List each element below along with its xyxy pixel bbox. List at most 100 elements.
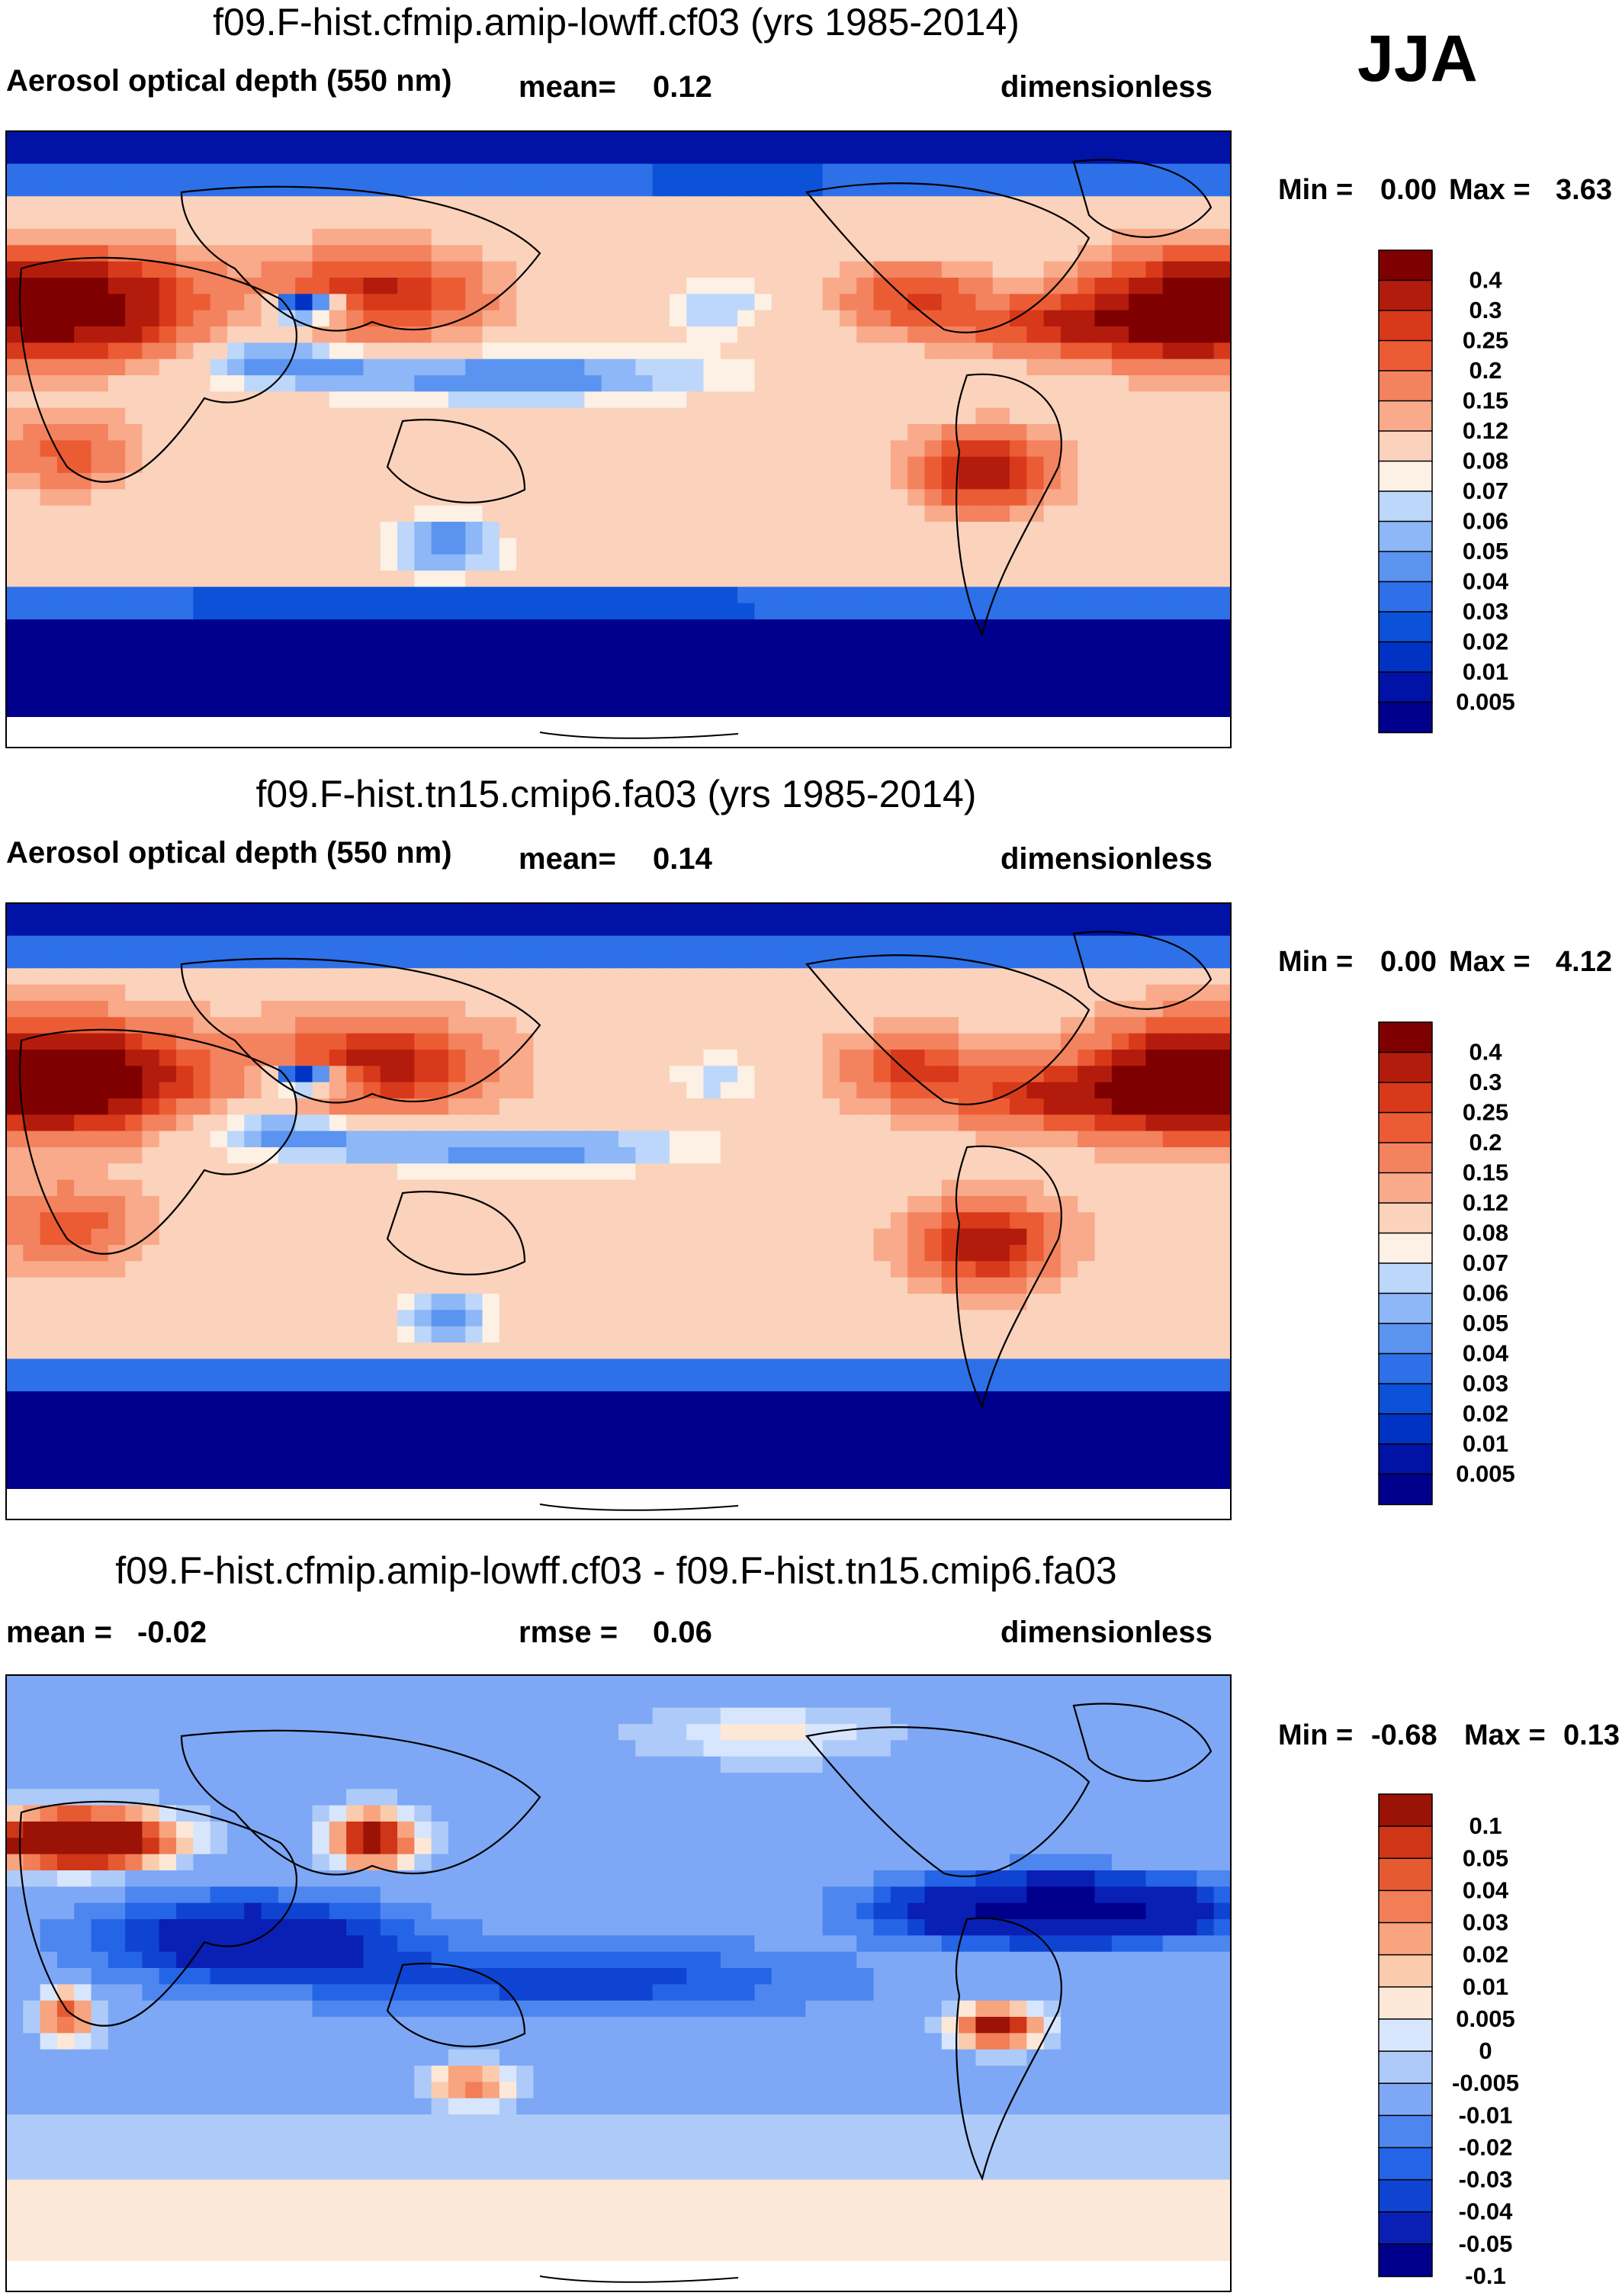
map-cell <box>890 619 908 636</box>
map-cell <box>226 1098 245 1115</box>
map-cell <box>789 587 806 604</box>
map-cell <box>1043 1375 1062 1392</box>
map-cell <box>278 1066 296 1083</box>
map-cell <box>312 554 330 571</box>
map-cell <box>789 1114 806 1132</box>
map-cell <box>873 587 891 604</box>
map-cell <box>40 1359 58 1376</box>
map-cell <box>737 375 756 392</box>
map-cell <box>414 587 432 604</box>
map-cell <box>686 587 705 604</box>
map-cell <box>533 587 551 604</box>
map-cell <box>329 407 347 425</box>
map-cell <box>720 1179 738 1197</box>
map-cell <box>40 1245 58 1262</box>
map-cell <box>907 1130 926 1148</box>
map-cell <box>856 473 875 490</box>
map-cell <box>176 375 194 392</box>
map-cell <box>40 668 58 685</box>
map-cell <box>1094 619 1113 636</box>
map-cell <box>516 1147 535 1164</box>
map-cell <box>771 919 789 937</box>
map-cell <box>601 1179 619 1197</box>
map-cell <box>720 1147 738 1164</box>
map-cell <box>992 278 1010 294</box>
map-cell <box>533 278 551 294</box>
map-cell <box>23 1228 41 1246</box>
map-cell <box>907 603 926 620</box>
map-cell <box>261 1017 279 1034</box>
map-cell <box>210 1391 228 1408</box>
map-cell <box>278 1375 296 1392</box>
map-cell <box>720 1326 738 1343</box>
map-cell <box>1026 1326 1045 1343</box>
map-cell <box>1043 668 1062 685</box>
map-cell <box>1180 619 1197 636</box>
map-cell <box>1180 1033 1197 1050</box>
map-cell <box>873 196 891 214</box>
map-cell <box>822 1277 840 1294</box>
map-cell <box>771 952 789 969</box>
map-cell <box>448 1114 466 1132</box>
map-cell <box>108 131 126 148</box>
map-cell <box>1111 229 1129 246</box>
map-cell <box>6 505 24 523</box>
map-cell <box>1145 1310 1164 1327</box>
map-cell <box>465 919 483 937</box>
map-cell <box>482 1098 500 1115</box>
map-cell <box>499 700 517 718</box>
map-cell <box>56 522 75 539</box>
map-cell <box>278 1359 296 1376</box>
map-cell <box>125 440 143 458</box>
map-cell <box>686 668 705 685</box>
map-cell <box>601 968 619 986</box>
map-cell <box>363 1261 381 1278</box>
map-cell <box>380 1001 398 1018</box>
map-cell <box>1060 180 1078 197</box>
map-cell <box>1094 968 1113 986</box>
map-cell <box>1043 700 1062 718</box>
map-cell <box>261 1343 279 1359</box>
map-cell <box>226 1261 245 1278</box>
map-cell <box>533 603 551 620</box>
map-cell <box>108 147 126 165</box>
map-cell <box>210 1130 228 1148</box>
map-cell <box>295 131 313 148</box>
map-cell <box>822 651 840 669</box>
map-cell <box>380 424 398 441</box>
map-cell <box>226 342 245 360</box>
map-cell <box>380 935 398 953</box>
map-cell <box>74 1114 92 1132</box>
map-cell <box>499 935 517 953</box>
map-cell <box>56 1375 75 1392</box>
map-cell <box>550 375 568 392</box>
map-cell <box>329 1277 347 1294</box>
map-cell <box>295 1001 313 1018</box>
map-cell <box>1196 554 1215 571</box>
map-cell <box>703 1001 721 1018</box>
map-cell <box>1129 1294 1147 1310</box>
map-cell <box>839 1082 857 1099</box>
map-cell <box>686 700 705 718</box>
map-cell <box>618 587 636 604</box>
map-cell <box>533 935 551 953</box>
map-cell <box>584 1066 602 1083</box>
map-cell <box>23 342 41 360</box>
map-cell <box>91 131 109 148</box>
map-cell <box>567 1098 585 1115</box>
map-cell <box>380 212 398 230</box>
map-cell <box>1180 935 1197 953</box>
map-cell <box>108 1423 126 1441</box>
map-cell <box>516 310 535 327</box>
map-cell <box>431 619 449 636</box>
map-cell <box>975 935 994 953</box>
map-cell <box>346 1245 365 1262</box>
map-cell <box>805 1033 824 1050</box>
map-cell <box>1129 1277 1147 1294</box>
map-cell <box>499 1033 517 1050</box>
map-cell <box>91 1163 109 1181</box>
map-cell <box>635 1098 654 1115</box>
map-cell <box>1196 489 1215 506</box>
map-cell <box>1111 294 1129 311</box>
map-cell <box>1145 326 1164 343</box>
